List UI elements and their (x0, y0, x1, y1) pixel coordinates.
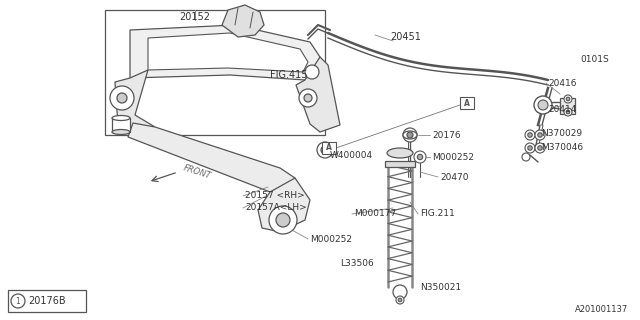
Text: A201001137: A201001137 (575, 306, 628, 315)
Text: 20416: 20416 (548, 78, 577, 87)
Ellipse shape (387, 148, 413, 158)
Circle shape (538, 133, 542, 137)
Circle shape (564, 95, 572, 103)
Circle shape (299, 89, 317, 107)
Circle shape (117, 93, 127, 103)
Text: FRONT: FRONT (182, 163, 212, 181)
Text: 20451: 20451 (390, 32, 421, 42)
Bar (560, 98, 575, 114)
Text: 20176: 20176 (432, 131, 461, 140)
Circle shape (417, 154, 422, 160)
Text: M370046: M370046 (541, 143, 583, 153)
Ellipse shape (403, 131, 417, 139)
Circle shape (564, 108, 572, 116)
Text: N370029: N370029 (541, 130, 582, 139)
Circle shape (396, 296, 404, 304)
Circle shape (393, 285, 407, 299)
Circle shape (304, 94, 312, 102)
Text: N350021: N350021 (420, 284, 461, 292)
Circle shape (403, 128, 417, 142)
Text: M000252: M000252 (432, 153, 474, 162)
Circle shape (535, 143, 545, 153)
Circle shape (276, 213, 290, 227)
Bar (322, 142, 336, 154)
Polygon shape (128, 123, 295, 192)
Bar (8, 290, 86, 312)
Circle shape (269, 206, 297, 234)
Text: W400004: W400004 (330, 151, 373, 161)
Circle shape (534, 96, 552, 114)
Text: 0101S: 0101S (580, 54, 609, 63)
Circle shape (535, 130, 545, 140)
Polygon shape (130, 25, 320, 80)
Circle shape (110, 86, 134, 110)
Circle shape (414, 151, 426, 163)
Text: FIG.211: FIG.211 (420, 210, 455, 219)
Circle shape (525, 143, 535, 153)
Bar (460, 97, 474, 109)
Circle shape (525, 130, 535, 140)
Text: L33506: L33506 (340, 259, 374, 268)
Circle shape (566, 110, 570, 114)
Circle shape (317, 142, 333, 158)
Text: FIG.415: FIG.415 (270, 70, 307, 80)
Text: 20470: 20470 (440, 172, 468, 181)
Text: 20152: 20152 (179, 12, 211, 22)
Polygon shape (222, 5, 264, 37)
Circle shape (321, 146, 329, 154)
Polygon shape (258, 178, 310, 232)
Bar (105, 10, 325, 135)
Bar (385, 161, 415, 167)
Circle shape (538, 146, 542, 150)
Circle shape (538, 100, 548, 110)
Text: M000252: M000252 (310, 235, 352, 244)
Circle shape (528, 146, 532, 150)
Text: 20157A<LH>: 20157A<LH> (245, 204, 307, 212)
Circle shape (11, 294, 25, 308)
Text: A: A (464, 99, 470, 108)
Circle shape (398, 298, 402, 302)
Text: 20414: 20414 (548, 106, 577, 115)
Text: 20157 <RH>: 20157 <RH> (245, 191, 305, 201)
Text: M000177: M000177 (354, 210, 396, 219)
Circle shape (528, 133, 532, 137)
Circle shape (407, 132, 413, 138)
Circle shape (566, 97, 570, 101)
Circle shape (305, 65, 319, 79)
Ellipse shape (112, 130, 130, 134)
Polygon shape (296, 57, 340, 132)
Ellipse shape (112, 116, 130, 121)
Text: A: A (326, 143, 332, 153)
Text: 20176B: 20176B (28, 296, 66, 306)
Text: 1: 1 (15, 297, 20, 306)
Polygon shape (115, 70, 155, 135)
Bar (112, 118, 130, 132)
Circle shape (522, 153, 530, 161)
Polygon shape (148, 33, 308, 72)
